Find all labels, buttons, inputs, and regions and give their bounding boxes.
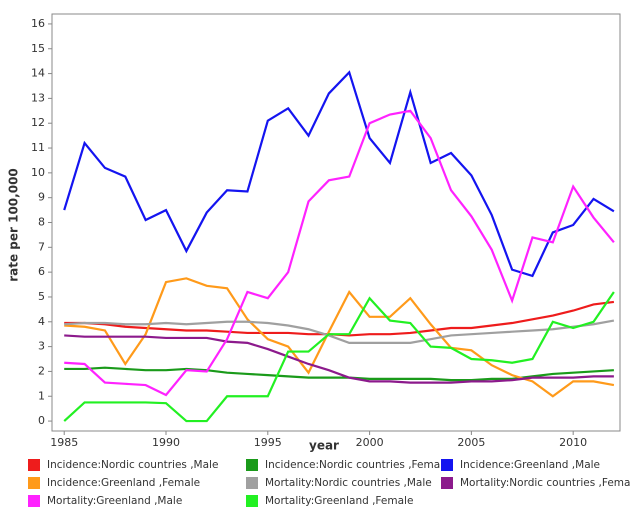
series-line	[63, 291, 615, 423]
legend-swatch	[28, 495, 40, 507]
y-tick-label: 10	[31, 166, 45, 179]
y-tick-label: 3	[38, 340, 45, 353]
legend-label: Mortality:Greenland ,Male	[47, 495, 182, 507]
y-tick-label: 12	[31, 116, 45, 129]
y-tick-label: 1	[38, 389, 45, 402]
legend-label: Incidence:Nordic countries ,Female	[265, 459, 450, 471]
x-tick-label: 1995	[254, 436, 282, 449]
legend-label: Mortality:Nordic countries ,Male	[265, 477, 432, 489]
legend-label: Mortality:Greenland ,Female	[265, 495, 413, 507]
y-tick-label: 14	[31, 67, 45, 80]
x-tick-label: 1990	[152, 436, 180, 449]
legend-swatch	[246, 459, 258, 471]
series-line	[64, 109, 615, 397]
legend-swatch	[28, 459, 40, 471]
y-tick-label: 6	[38, 265, 45, 278]
y-tick-label: 7	[38, 240, 45, 253]
legend-swatch	[246, 495, 258, 507]
x-tick-label: 2005	[457, 436, 485, 449]
y-tick-label: 13	[31, 91, 45, 104]
y-tick-label: 4	[38, 315, 45, 328]
legend-label: Incidence:Nordic countries ,Male	[47, 459, 218, 471]
series-line	[64, 319, 615, 344]
y-tick-label: 2	[38, 364, 45, 377]
legend-swatch	[441, 477, 453, 489]
y-tick-label: 0	[38, 414, 45, 427]
y-tick-label: 8	[38, 216, 45, 229]
x-tick-label: 1985	[50, 436, 78, 449]
series-line	[64, 334, 614, 384]
legend-label: Incidence:Greenland ,Female	[47, 477, 200, 489]
legend-label: Incidence:Greenland ,Male	[460, 459, 600, 471]
y-axis-label: rate per 100,000	[7, 168, 21, 282]
x-tick-label: 2000	[356, 436, 384, 449]
x-axis-label: year	[309, 439, 339, 453]
x-tick-label: 2010	[559, 436, 587, 449]
y-tick-label: 15	[31, 42, 45, 55]
legend-swatch	[246, 477, 258, 489]
y-tick-label: 5	[38, 290, 45, 303]
y-tick-label: 16	[31, 17, 45, 30]
plot-frame	[51, 13, 621, 432]
series-line	[63, 70, 615, 278]
legend-label: Mortality:Nordic countries ,Female	[460, 477, 631, 489]
legend-swatch	[28, 477, 40, 489]
y-tick-label: 9	[38, 191, 45, 204]
legend-swatch	[441, 459, 453, 471]
y-tick-label: 11	[31, 141, 45, 154]
